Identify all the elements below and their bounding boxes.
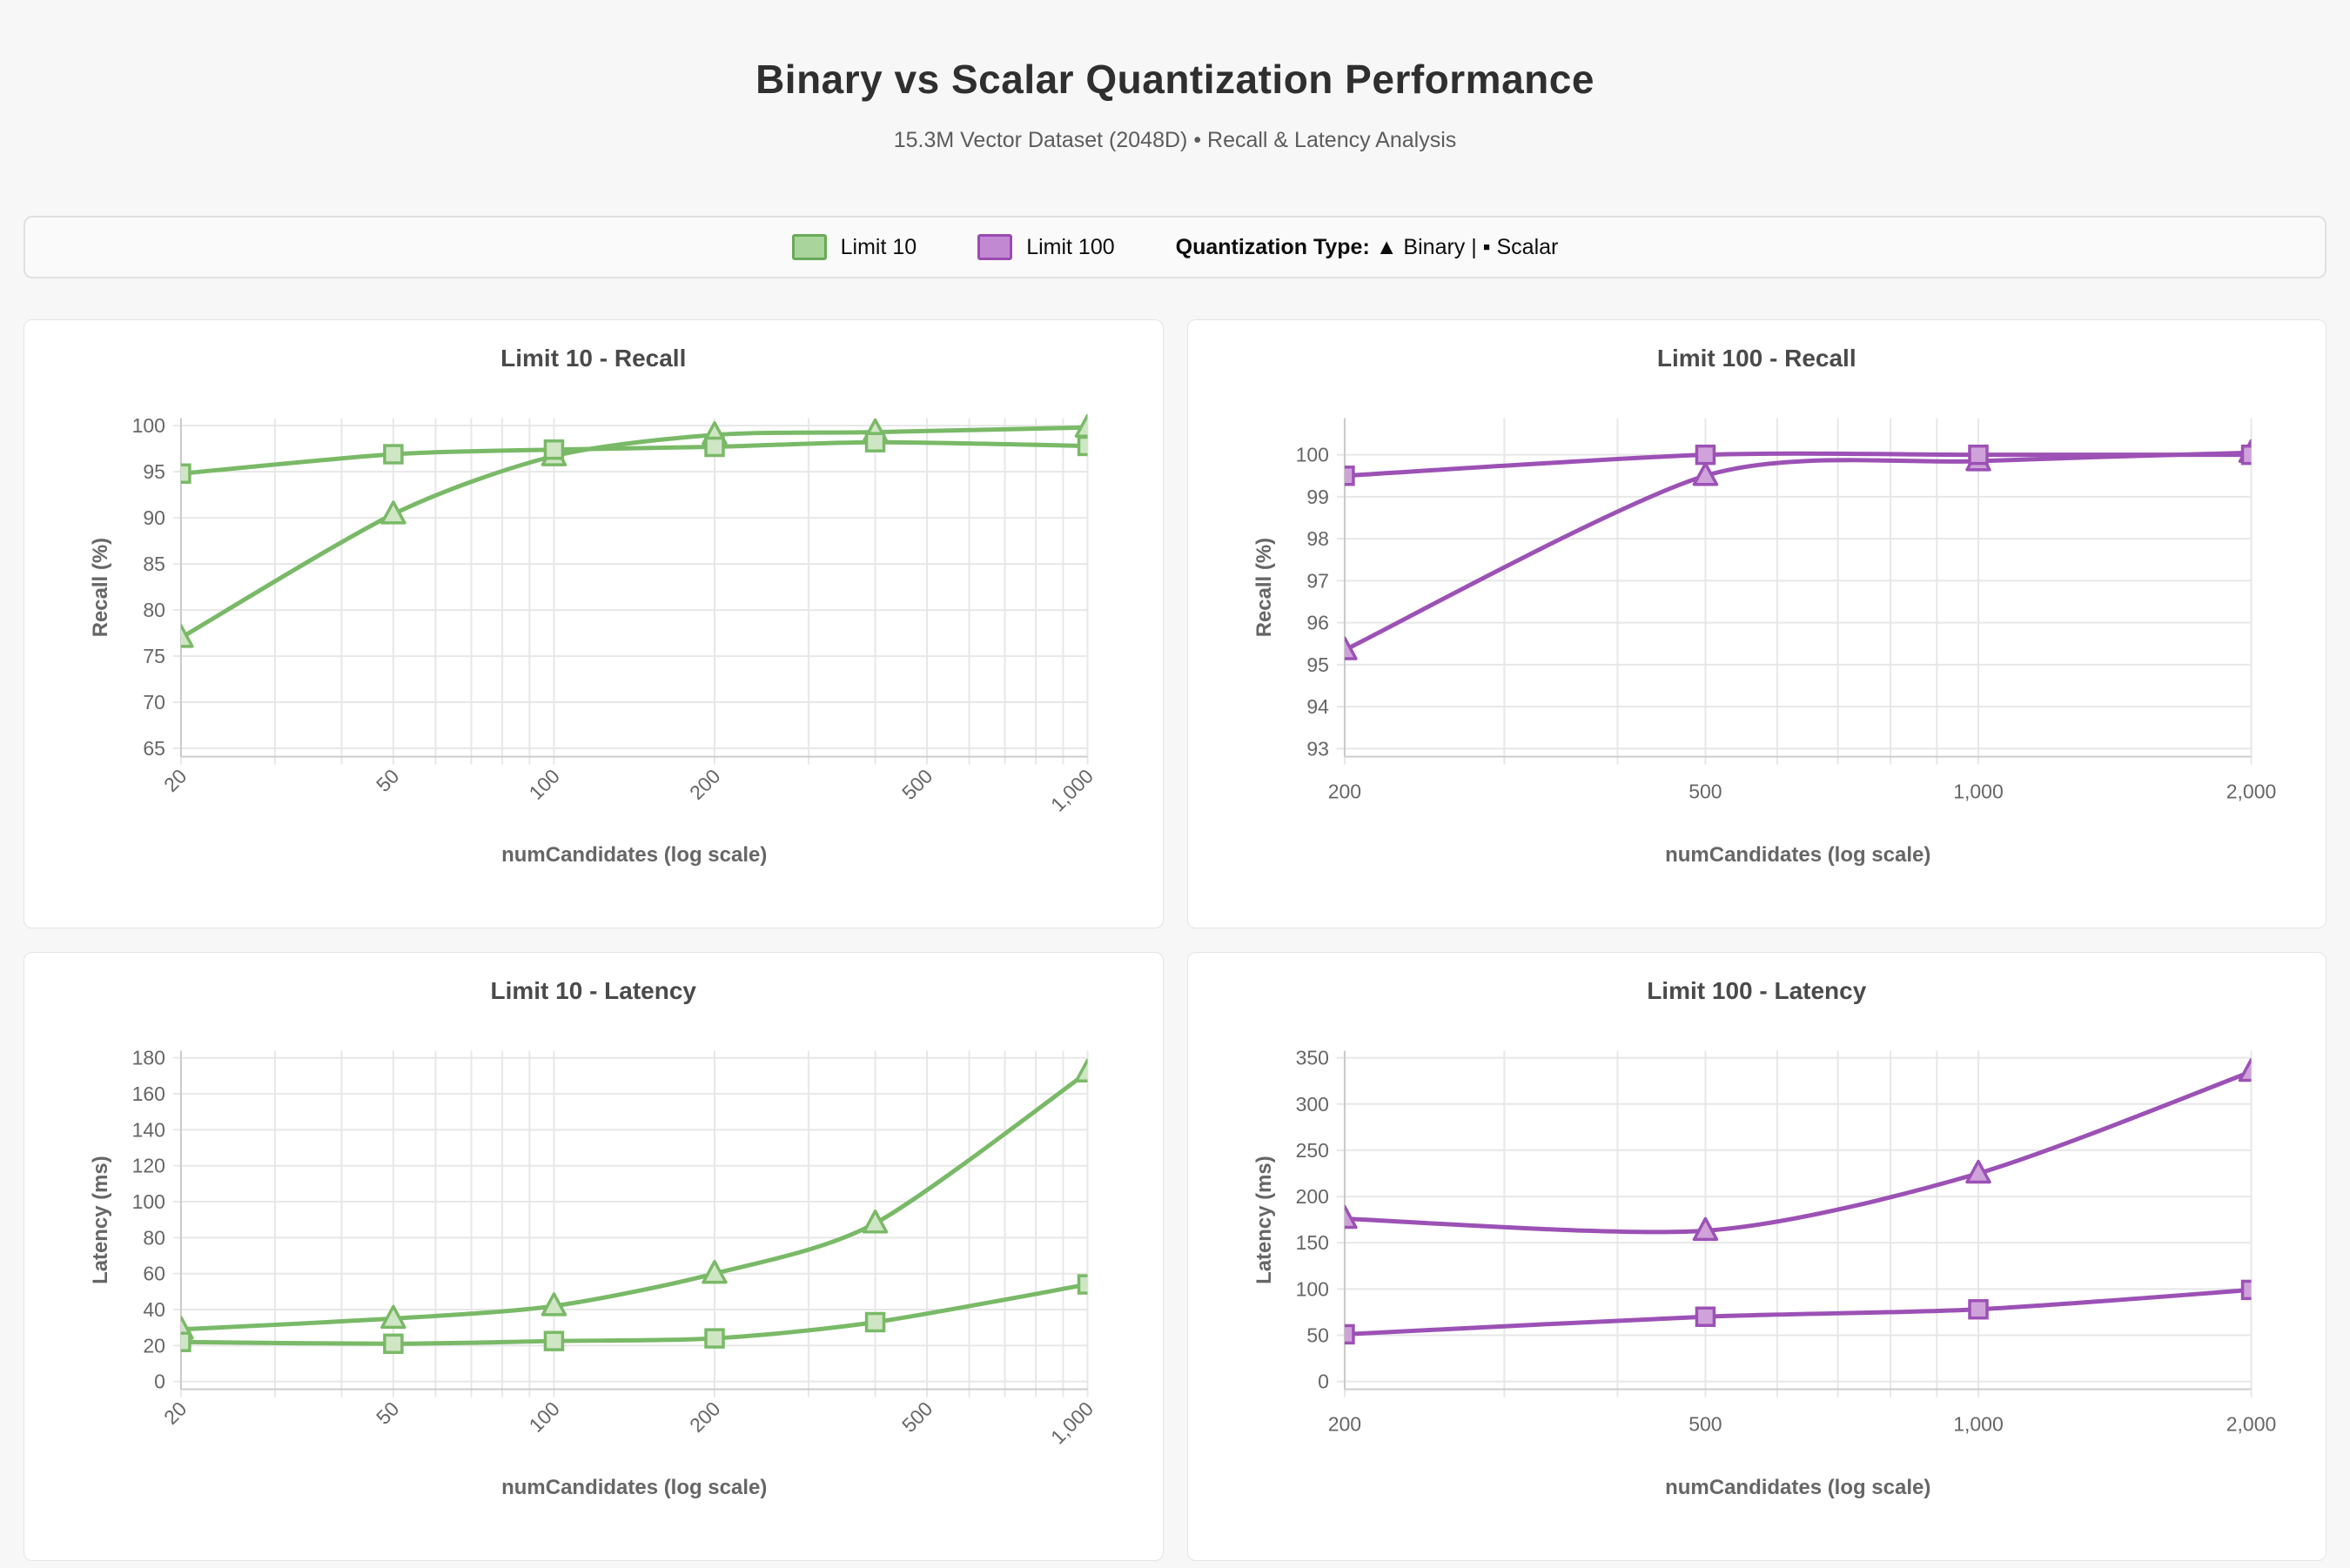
svg-text:60: 60 — [143, 1263, 165, 1285]
quantization-type-label: Quantization Type: — [1175, 234, 1370, 259]
svg-text:99: 99 — [1306, 486, 1329, 508]
svg-text:numCandidates (log scale): numCandidates (log scale) — [1665, 1476, 1930, 1499]
svg-text:numCandidates (log scale): numCandidates (log scale) — [501, 1476, 767, 1499]
legend-item-label: Limit 100 — [1026, 234, 1115, 259]
svg-text:160: 160 — [132, 1082, 165, 1105]
svg-text:100: 100 — [524, 1397, 564, 1437]
chart-card-limit100-recall: Limit 100 - Recall 93 94 95 96 97 98 99 100 200 5… — [1186, 319, 2326, 928]
svg-text:90: 90 — [143, 506, 165, 529]
limit100-latency-canvas[interactable]: 0 50 100 150 200 250 300 350 200 500 1,000 2,000 num… — [1188, 953, 2326, 1560]
svg-text:98: 98 — [1306, 527, 1329, 550]
chart-card-limit10-recall: Limit 10 - Recall 65 70 75 80 85 90 95 100 20 50 1… — [24, 319, 1164, 928]
page-subtitle: 15.3M Vector Dataset (2048D) • Recall & … — [893, 128, 1457, 152]
svg-text:numCandidates (log scale): numCandidates (log scale) — [1665, 843, 1930, 867]
chart-card-limit100-latency: Limit 100 - Latency 0 50 100 150 200 250 300 35… — [1186, 952, 2326, 1561]
legend-item-limit10[interactable]: Limit 10 — [791, 234, 917, 260]
svg-text:80: 80 — [143, 1226, 165, 1249]
svg-text:0: 0 — [1318, 1370, 1329, 1393]
svg-text:Recall (%): Recall (%) — [89, 538, 112, 637]
svg-text:65: 65 — [143, 737, 165, 760]
svg-text:200: 200 — [1295, 1185, 1328, 1208]
chart-title: Limit 10 - Recall — [500, 345, 687, 372]
svg-text:75: 75 — [143, 645, 165, 667]
svg-text:50: 50 — [372, 1397, 403, 1429]
chart-card-limit10-latency: Limit 10 - Latency 0 20 40 60 80 100 120 140 160… — [24, 952, 1164, 1561]
svg-text:100: 100 — [1295, 1277, 1328, 1300]
limit10-swatch-icon — [791, 234, 827, 260]
svg-text:200: 200 — [685, 765, 725, 804]
svg-text:140: 140 — [132, 1118, 165, 1141]
svg-text:96: 96 — [1306, 612, 1329, 634]
limit10-recall-canvas[interactable]: 65 70 75 80 85 90 95 100 20 50 100 200 500 1,000 numCa… — [24, 320, 1163, 928]
chart-title: Limit 100 - Recall — [1656, 345, 1856, 372]
svg-text:200: 200 — [1327, 780, 1360, 802]
svg-text:150: 150 — [1295, 1231, 1328, 1254]
svg-text:500: 500 — [897, 1397, 937, 1437]
svg-text:93: 93 — [1306, 737, 1329, 760]
svg-text:100: 100 — [132, 1190, 165, 1213]
svg-text:20: 20 — [159, 765, 191, 796]
svg-text:180: 180 — [132, 1047, 165, 1069]
limit10-latency-canvas[interactable]: 0 20 40 60 80 100 120 140 160 180 20 50 100 200 500 1,0… — [24, 953, 1163, 1560]
svg-text:94: 94 — [1306, 695, 1329, 718]
legend-item-limit100[interactable]: Limit 100 — [977, 234, 1115, 260]
svg-text:20: 20 — [143, 1334, 165, 1357]
svg-text:200: 200 — [1327, 1412, 1360, 1435]
svg-text:2,000: 2,000 — [2226, 1412, 2276, 1435]
svg-text:100: 100 — [524, 765, 564, 804]
svg-text:Latency (ms): Latency (ms) — [89, 1156, 112, 1284]
svg-text:500: 500 — [1689, 1412, 1722, 1435]
chart-title: Limit 100 - Latency — [1647, 977, 1867, 1004]
svg-text:120: 120 — [132, 1155, 165, 1177]
limit100-swatch-icon — [977, 234, 1013, 260]
quantization-type-value: ▲ Binary | ▪ Scalar — [1369, 234, 1559, 259]
charts-grid: Limit 10 - Recall 65 70 75 80 85 90 95 100 20 50 1… — [24, 319, 2326, 1561]
svg-text:50: 50 — [1306, 1323, 1329, 1346]
svg-text:350: 350 — [1295, 1047, 1328, 1069]
svg-text:1,000: 1,000 — [1046, 765, 1098, 816]
limit100-recall-canvas[interactable]: 93 94 95 96 97 98 99 100 200 500 1,000 2,000 numCand… — [1188, 320, 2326, 928]
svg-text:500: 500 — [897, 765, 937, 804]
svg-text:numCandidates (log scale): numCandidates (log scale) — [501, 843, 767, 867]
legend-item-label: Limit 10 — [840, 234, 917, 259]
svg-text:1,000: 1,000 — [1953, 1412, 2004, 1435]
page-header: Binary vs Scalar Quantization Performanc… — [0, 0, 2350, 153]
svg-text:50: 50 — [372, 765, 403, 796]
svg-text:Recall (%): Recall (%) — [1252, 538, 1275, 637]
svg-text:0: 0 — [154, 1370, 165, 1393]
svg-text:97: 97 — [1306, 569, 1329, 592]
chart-title: Limit 10 - Latency — [490, 977, 696, 1004]
quantization-type-note: Quantization Type: ▲ Binary | ▪ Scalar — [1176, 235, 1559, 260]
svg-text:40: 40 — [143, 1298, 165, 1321]
page-title: Binary vs Scalar Quantization Performanc… — [755, 57, 1595, 102]
legend-bar: Limit 10 Limit 100 Quantization Type: ▲ … — [24, 216, 2326, 278]
svg-text:2,000: 2,000 — [2226, 780, 2276, 802]
svg-text:200: 200 — [685, 1397, 725, 1437]
svg-text:Latency (ms): Latency (ms) — [1252, 1156, 1275, 1284]
svg-text:80: 80 — [143, 599, 165, 621]
svg-text:100: 100 — [1295, 444, 1328, 466]
svg-text:500: 500 — [1689, 780, 1722, 802]
svg-text:1,000: 1,000 — [1046, 1397, 1098, 1449]
svg-text:250: 250 — [1295, 1139, 1328, 1162]
svg-text:100: 100 — [132, 414, 165, 437]
svg-text:300: 300 — [1295, 1093, 1328, 1116]
svg-text:70: 70 — [143, 691, 165, 714]
svg-text:95: 95 — [1306, 653, 1329, 676]
svg-text:95: 95 — [143, 460, 165, 483]
svg-text:20: 20 — [159, 1397, 191, 1429]
svg-text:85: 85 — [143, 553, 165, 575]
svg-text:1,000: 1,000 — [1953, 780, 2004, 802]
